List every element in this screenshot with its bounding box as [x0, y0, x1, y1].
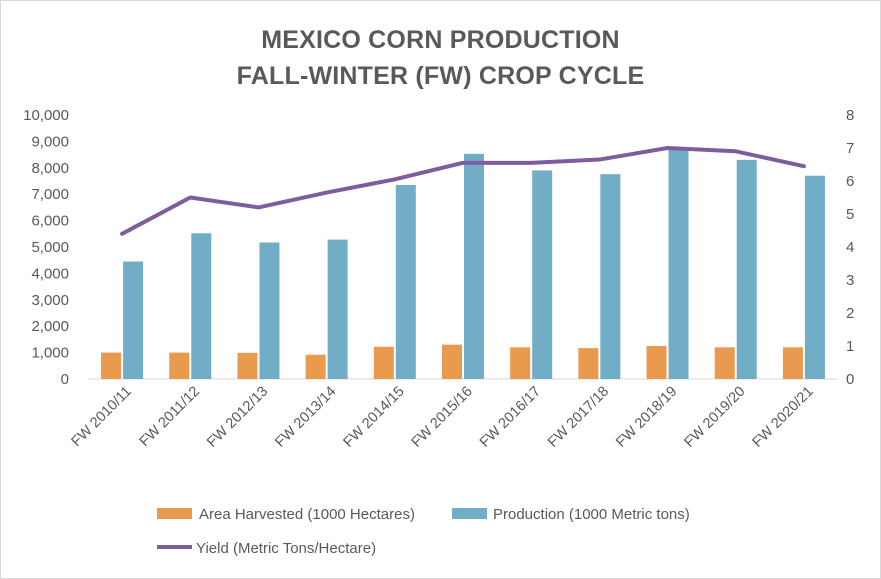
bar-production: [123, 261, 144, 379]
y-right-tick-label: 7: [846, 140, 854, 157]
bar-area-harvested: [782, 347, 803, 379]
x-tick-label: FW 2017/18: [545, 384, 612, 451]
x-tick-label: FW 2010/11: [69, 384, 135, 450]
x-tick-label: FW 2020/21: [750, 384, 817, 451]
bar-production: [327, 239, 348, 379]
y-left-tick-label: 8,000: [31, 160, 69, 177]
y-left-tick-label: 7,000: [31, 186, 69, 203]
bar-production: [736, 159, 757, 379]
bar-production: [804, 175, 825, 379]
bar-area-harvested: [714, 347, 735, 379]
legend-label-yield: Yield (Metric Tons/Hectare): [196, 540, 376, 557]
y-left-tick-label: 2,000: [31, 318, 69, 335]
y-left-tick-label: 10,000: [23, 107, 69, 124]
bar-area-harvested: [578, 348, 599, 379]
bar-area-harvested: [646, 346, 667, 379]
bar-production: [259, 242, 280, 379]
y-right-tick-label: 4: [846, 239, 854, 256]
y-right-tick-label: 3: [846, 272, 854, 289]
bar-production: [668, 147, 689, 379]
x-tick-label: FW 2019/20: [681, 384, 748, 451]
y-right-tick-label: 2: [846, 305, 854, 322]
legend-label-area-harvested: Area Harvested (1000 Hectares): [199, 506, 415, 523]
legend-label-production: Production (1000 Metric tons): [493, 506, 690, 523]
x-tick-label: FW 2013/14: [272, 384, 339, 451]
legend: Area Harvested (1000 Hectares) Production…: [157, 506, 690, 557]
bar-production: [191, 233, 212, 379]
bar-area-harvested: [442, 344, 462, 379]
bar-area-harvested: [237, 352, 258, 379]
series-line-yield: [120, 146, 806, 236]
x-tick-label: FW 2015/16: [409, 384, 476, 451]
y-left-tick-label: 3,000: [31, 292, 69, 309]
y-right-tick-label: 6: [846, 173, 854, 190]
bar-production: [532, 170, 553, 379]
bar-area-harvested: [101, 352, 122, 379]
bar-area-harvested: [510, 347, 531, 379]
x-tick-label: FW 2011/12: [137, 384, 203, 450]
chart-title-line-2: FALL-WINTER (FW) CROP CYCLE: [236, 62, 645, 90]
bar-area-harvested: [169, 352, 190, 379]
y-right-tick-label: 1: [846, 338, 854, 355]
y-left-tick-label: 4,000: [31, 265, 69, 282]
bar-production: [600, 174, 621, 379]
chart-title-line-1: MEXICO CORN PRODUCTION: [261, 26, 620, 54]
x-tick-label: FW 2014/15: [340, 384, 407, 451]
y-left-tick-label: 1,000: [31, 345, 69, 362]
y-right-tick-label: 8: [846, 107, 854, 124]
y-left-tick-label: 9,000: [31, 133, 69, 150]
x-tick-label: FW 2012/13: [204, 384, 271, 451]
plot-area: 0 1,000 2,000 3,000 4,000 5,000 6,000 7,000 8,00…: [23, 107, 854, 451]
bar-area-harvested: [305, 354, 326, 379]
y-left-tick-label: 5,000: [31, 239, 69, 256]
y-right-tick-label: 5: [846, 206, 854, 223]
y-right-tick-label: 0: [846, 371, 854, 388]
bar-area-harvested: [373, 346, 394, 379]
bar-production: [464, 153, 484, 379]
legend-swatch-area-harvested: [157, 508, 192, 519]
x-tick-label: FW 2016/17: [477, 384, 544, 451]
y-left-tick-label: 0: [61, 371, 69, 388]
legend-swatch-production: [452, 508, 487, 519]
y-left-tick-label: 6,000: [31, 213, 69, 230]
bar-production: [395, 184, 416, 379]
x-tick-label: FW 2018/19: [613, 384, 680, 451]
